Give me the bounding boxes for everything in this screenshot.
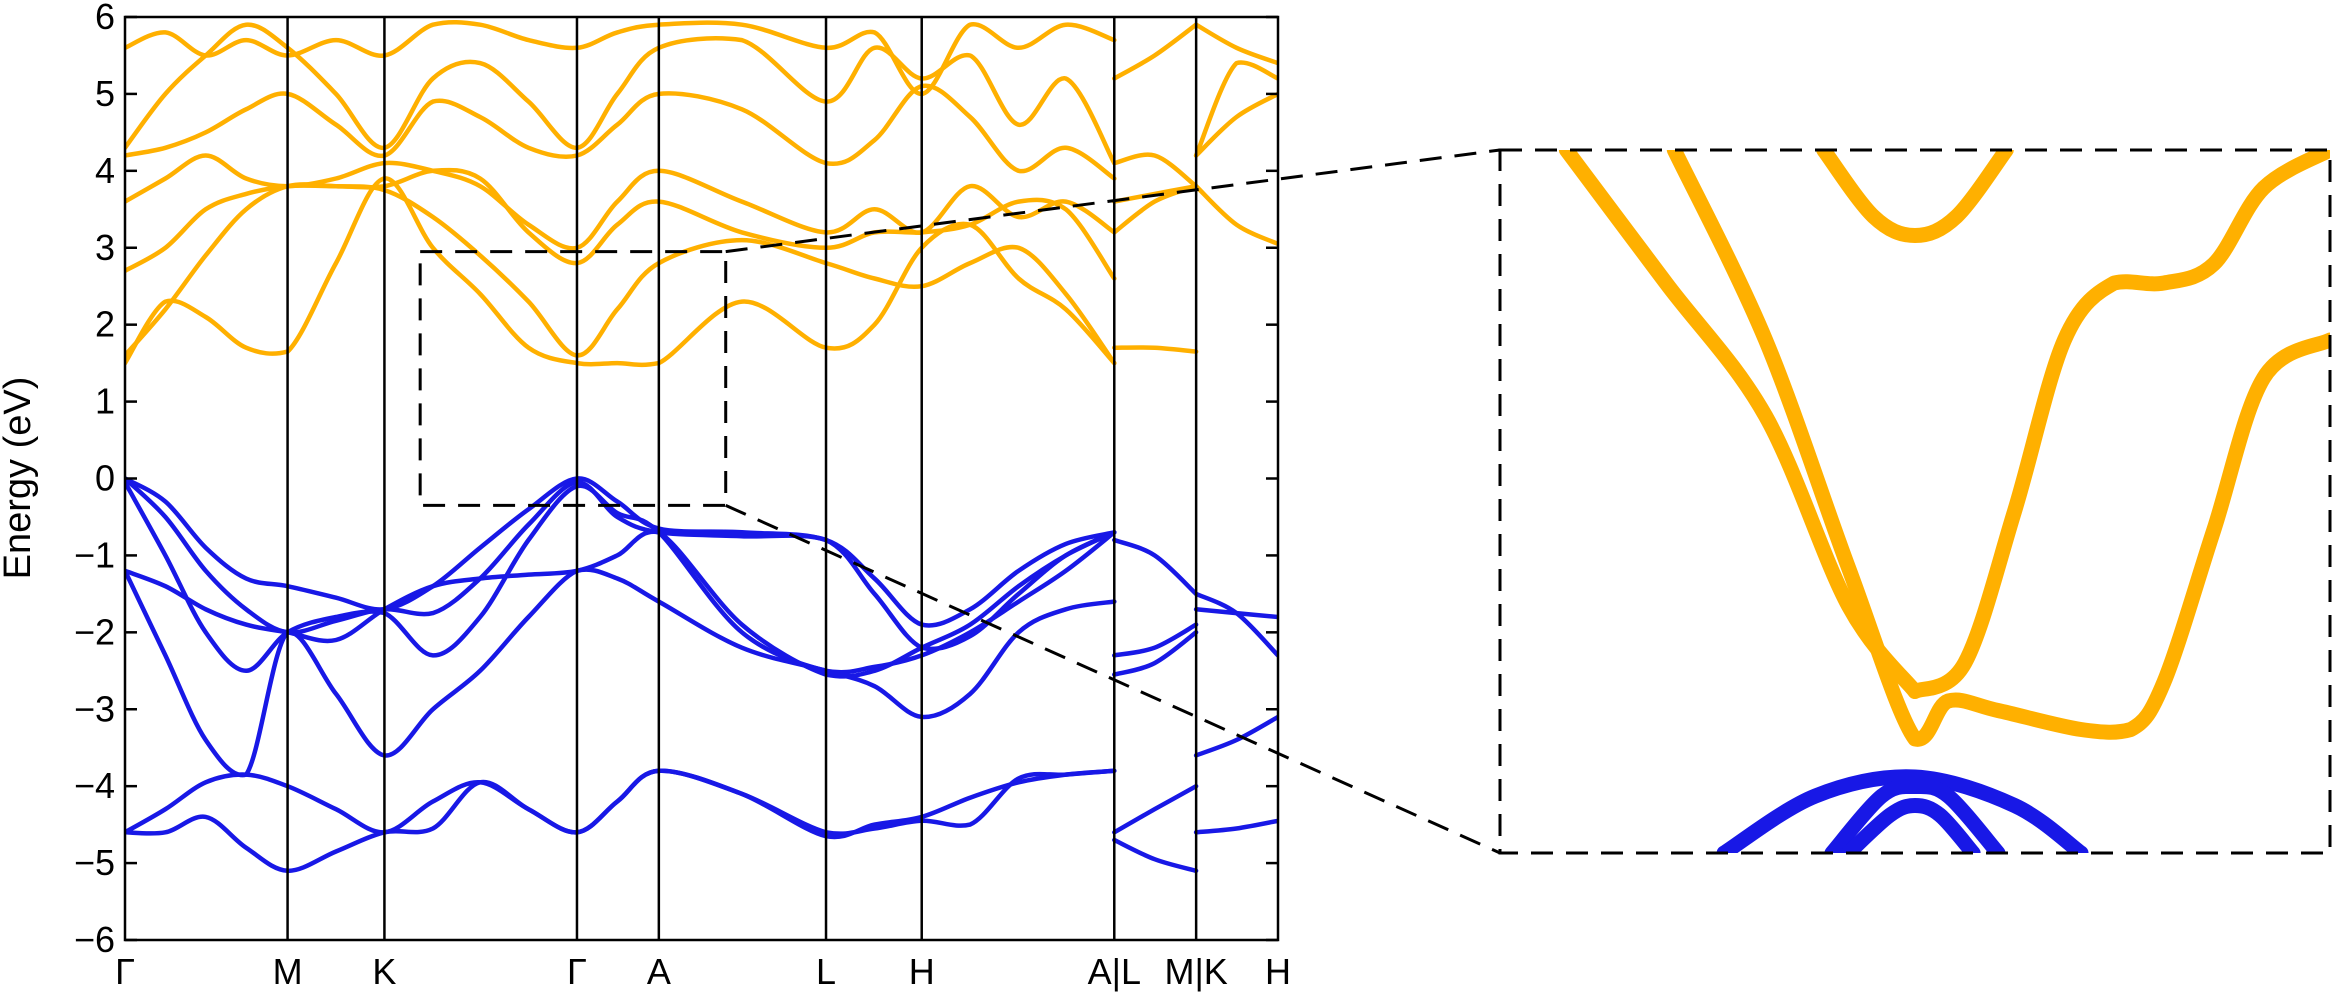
valence-band-14 bbox=[1193, 714, 1278, 758]
band-lines bbox=[125, 19, 1278, 874]
conduction-band-29 bbox=[1193, 91, 1278, 158]
valence-band-6 bbox=[125, 768, 1117, 874]
conduction-band-18 bbox=[125, 167, 1117, 281]
y-tick-label: 0 bbox=[95, 458, 115, 499]
conduction-band-27 bbox=[1112, 22, 1199, 81]
inset-valence-band-5 bbox=[1824, 778, 2006, 853]
valence-band-7 bbox=[1112, 537, 1199, 597]
inset-valence-band-4 bbox=[1716, 769, 2089, 853]
valence-band-10 bbox=[1112, 783, 1199, 835]
y-tick-label: 4 bbox=[95, 150, 115, 191]
y-tick-label: 2 bbox=[95, 304, 115, 345]
inset-band-lines bbox=[1558, 150, 2330, 853]
y-tick-label: −4 bbox=[74, 765, 115, 806]
x-tick-label-2: K bbox=[372, 951, 396, 992]
valence-band-9 bbox=[1112, 630, 1199, 677]
y-tick-label: 6 bbox=[95, 0, 115, 37]
valence-band-1 bbox=[125, 476, 1117, 652]
x-tick-label-9: H bbox=[1265, 951, 1291, 992]
y-tick-label: 5 bbox=[95, 73, 115, 114]
valence-band-4 bbox=[125, 567, 1117, 778]
x-tick-label-3: Γ bbox=[567, 951, 587, 992]
x-tick-label-0: Γ bbox=[115, 951, 135, 992]
conduction-band-19 bbox=[125, 153, 1117, 251]
x-tick-label-6: H bbox=[909, 951, 935, 992]
conduction-band-30 bbox=[1193, 60, 1278, 158]
inset-conduction-band-1 bbox=[1907, 150, 2330, 699]
plot-frame bbox=[123, 15, 1280, 942]
conduction-band-26 bbox=[1112, 152, 1199, 189]
valence-band-12 bbox=[1193, 591, 1278, 658]
zoom-source-box bbox=[418, 250, 728, 507]
inset-conduction-band-3 bbox=[1816, 150, 2014, 243]
inset-frame bbox=[1498, 148, 2332, 855]
valence-band-13 bbox=[1193, 607, 1278, 620]
x-tick-label-4: A bbox=[647, 951, 671, 992]
zoom-connector-top bbox=[725, 148, 1501, 254]
y-tick-label: −5 bbox=[74, 842, 115, 883]
valence-band-11 bbox=[1112, 837, 1199, 874]
y-tick-label: −3 bbox=[74, 688, 115, 729]
valence-band-8 bbox=[1112, 622, 1199, 658]
valence-band-0 bbox=[125, 476, 1117, 628]
y-tick-label: 3 bbox=[95, 227, 115, 268]
valence-band-2 bbox=[125, 480, 1117, 675]
y-tick-label: −2 bbox=[74, 611, 115, 652]
zoom-inset-plot bbox=[1498, 148, 2332, 855]
x-tick-label-7: A|L bbox=[1088, 951, 1141, 992]
conduction-band-16 bbox=[125, 176, 1117, 368]
zoom-connector-bottom bbox=[725, 504, 1501, 855]
conduction-band-28 bbox=[1193, 183, 1278, 247]
conduction-band-20 bbox=[125, 83, 1117, 181]
y-axis-label: Energy (eV) bbox=[0, 377, 39, 580]
x-tick-label-5: L bbox=[816, 951, 836, 992]
conduction-band-17 bbox=[125, 182, 1117, 366]
conduction-band-21 bbox=[125, 22, 1117, 166]
conduction-band-23 bbox=[1112, 345, 1199, 354]
inset-conduction-band-2 bbox=[1666, 150, 2330, 747]
valence-band-3 bbox=[125, 529, 1117, 679]
x-tick-label-8: M|K bbox=[1164, 951, 1227, 992]
conduction-band-22 bbox=[125, 19, 1117, 97]
y-tick-label: −6 bbox=[74, 919, 115, 960]
x-tick-label-1: M bbox=[273, 951, 303, 992]
inset-valence-band-6 bbox=[1841, 798, 1981, 853]
zoom-connectors bbox=[418, 148, 1501, 855]
valence-band-15 bbox=[1193, 818, 1278, 835]
conduction-band-31 bbox=[1193, 22, 1278, 66]
y-tick-label: −1 bbox=[74, 534, 115, 575]
y-tick-label: 1 bbox=[95, 381, 115, 422]
